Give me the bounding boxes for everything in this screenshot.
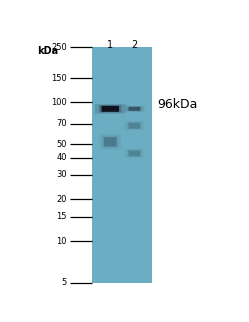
Text: 1: 1: [107, 40, 113, 50]
Text: 50: 50: [56, 140, 67, 149]
FancyBboxPatch shape: [127, 122, 142, 129]
Text: 100: 100: [51, 98, 67, 107]
FancyBboxPatch shape: [101, 106, 119, 112]
Text: kDa: kDa: [37, 46, 58, 56]
Text: 20: 20: [56, 195, 67, 204]
FancyBboxPatch shape: [127, 107, 142, 111]
FancyBboxPatch shape: [99, 105, 122, 112]
FancyBboxPatch shape: [104, 137, 117, 147]
Text: 2: 2: [131, 40, 137, 50]
Text: 15: 15: [56, 212, 67, 221]
FancyBboxPatch shape: [124, 106, 144, 112]
FancyBboxPatch shape: [128, 150, 140, 156]
Text: 10: 10: [56, 237, 67, 246]
FancyBboxPatch shape: [95, 104, 125, 114]
FancyBboxPatch shape: [124, 121, 144, 130]
FancyBboxPatch shape: [128, 107, 140, 111]
Text: 40: 40: [56, 153, 67, 162]
Text: 30: 30: [56, 170, 67, 179]
FancyBboxPatch shape: [102, 136, 118, 148]
Text: 5: 5: [62, 278, 67, 287]
Bar: [92, 47, 152, 283]
Text: 250: 250: [51, 43, 67, 52]
FancyBboxPatch shape: [99, 134, 121, 150]
FancyBboxPatch shape: [128, 123, 140, 129]
FancyBboxPatch shape: [124, 148, 144, 158]
FancyBboxPatch shape: [127, 150, 142, 157]
Text: 150: 150: [51, 73, 67, 82]
Text: 70: 70: [56, 119, 67, 128]
Text: 96kDa: 96kDa: [158, 99, 198, 111]
